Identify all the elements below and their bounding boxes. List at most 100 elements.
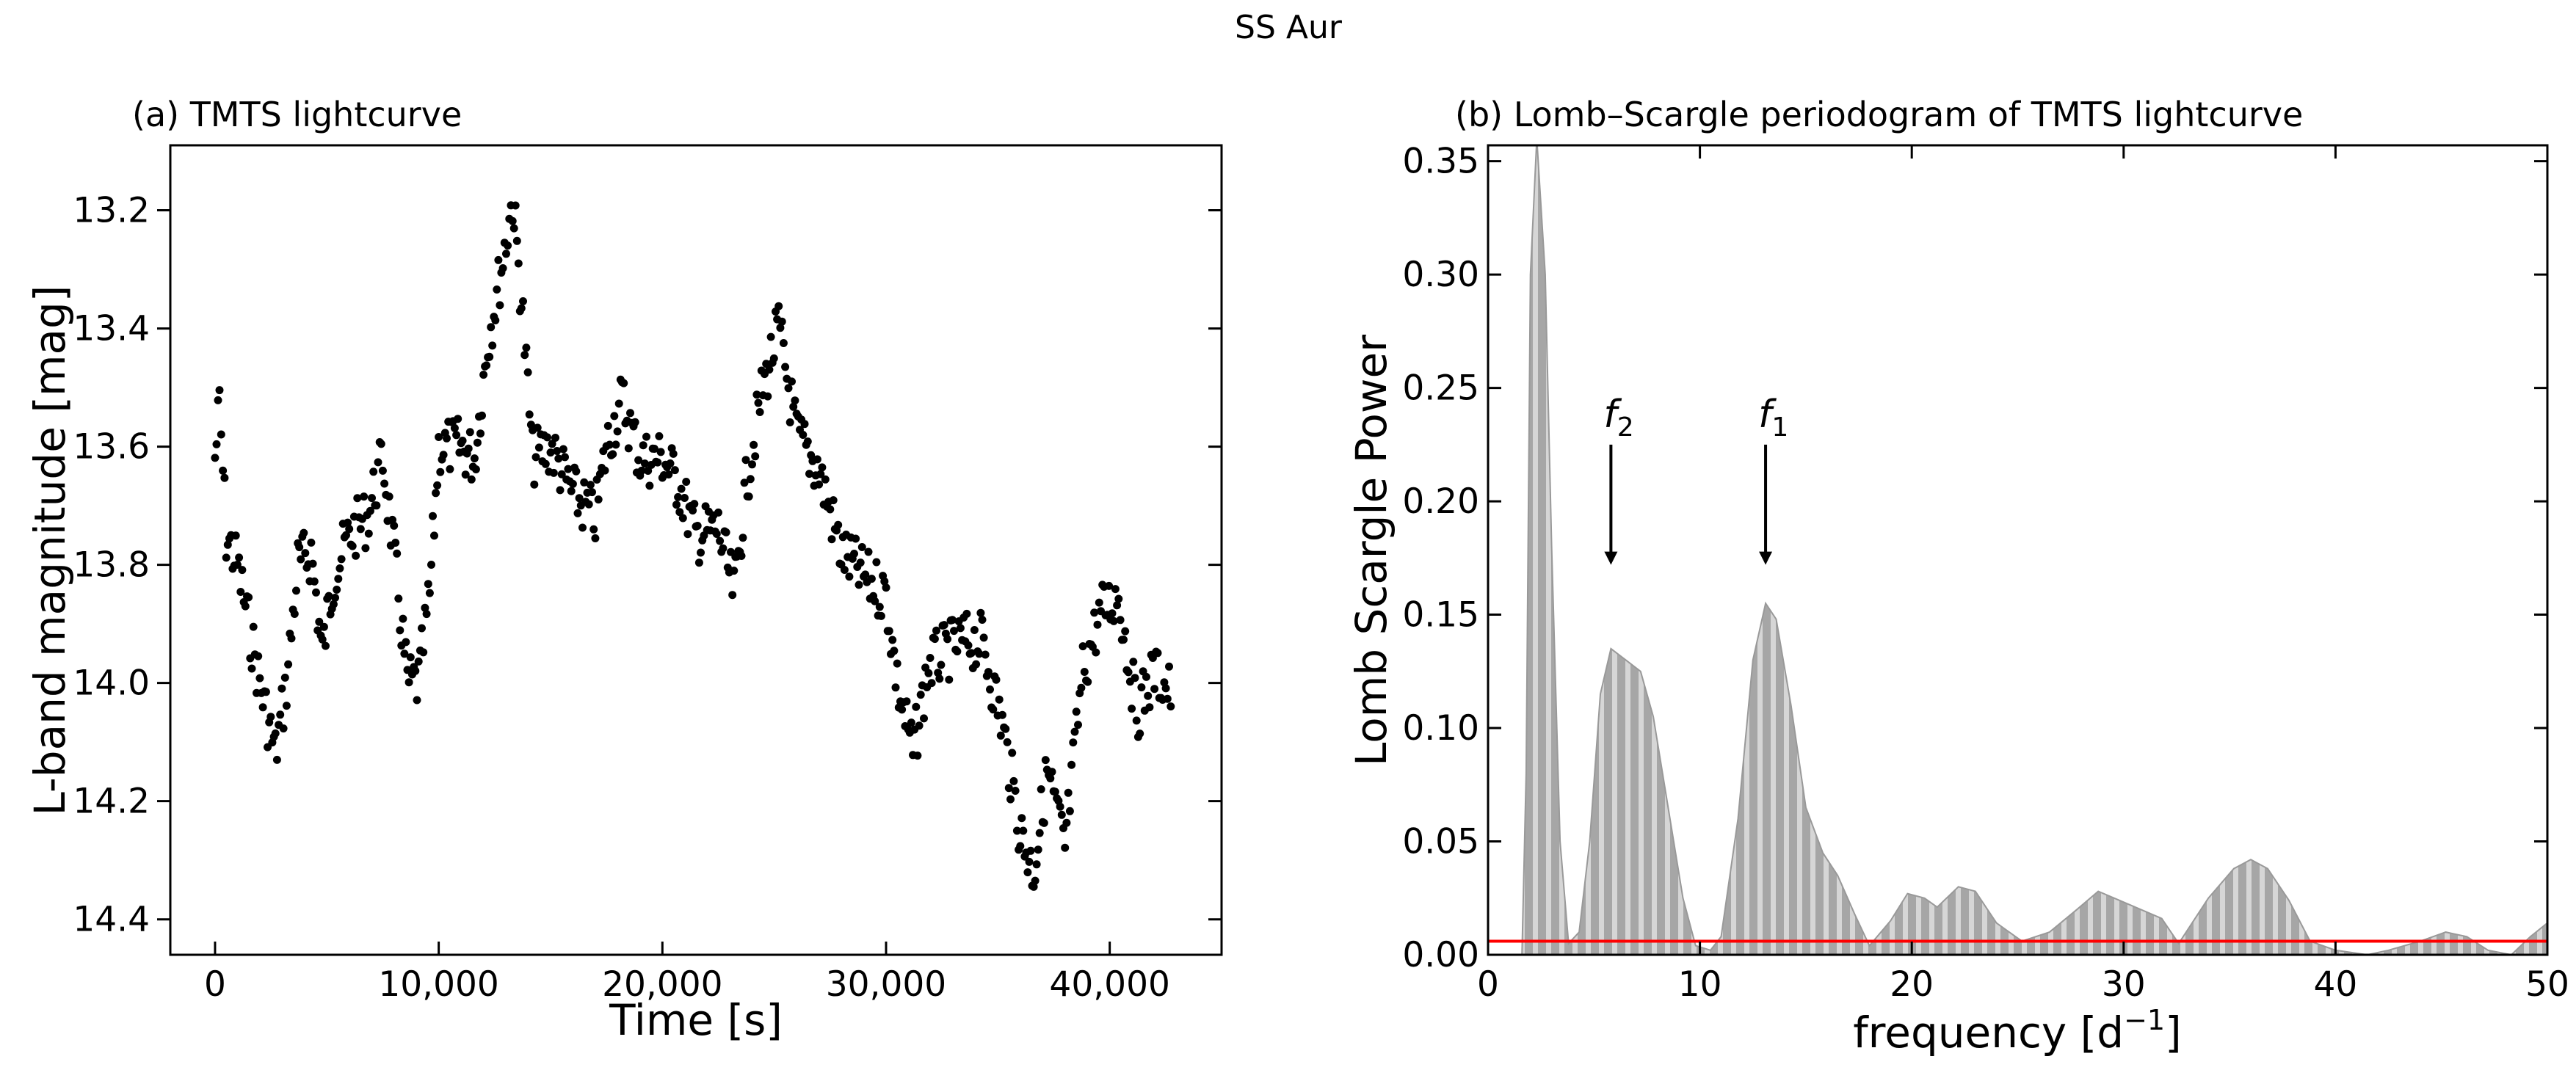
- lightcurve-point: [465, 428, 474, 437]
- lightcurve-point: [594, 495, 603, 504]
- lightcurve-point: [995, 695, 1004, 704]
- lightcurve-point: [402, 638, 410, 647]
- lightcurve-x-tick-label: 30,000: [826, 964, 946, 1005]
- lightcurve-point: [948, 616, 957, 625]
- lightcurve-point: [352, 551, 360, 560]
- lightcurve-point: [763, 392, 772, 401]
- lightcurve-point: [494, 255, 503, 264]
- periodogram-y-tick-label: 0.30: [1402, 255, 1479, 295]
- lightcurve-point: [682, 478, 691, 486]
- lightcurve-point: [827, 535, 836, 544]
- lightcurve-point: [476, 429, 485, 438]
- lightcurve-y-tick-label: 14.4: [73, 900, 150, 940]
- lightcurve-point: [976, 608, 985, 617]
- lightcurve-point: [791, 396, 799, 405]
- lightcurve-point: [694, 558, 703, 567]
- lightcurve-point: [222, 553, 231, 562]
- lightcurve-point: [746, 475, 755, 484]
- lightcurve-point: [950, 627, 958, 636]
- lightcurve-point: [926, 654, 935, 662]
- lightcurve-point: [292, 586, 300, 595]
- periodogram-y-tick-label: 0.10: [1402, 708, 1479, 749]
- lightcurve-point: [781, 363, 790, 371]
- lightcurve-point: [238, 566, 247, 575]
- lightcurve-point: [277, 684, 286, 693]
- lightcurve-point: [372, 501, 381, 510]
- lightcurve-point: [788, 377, 796, 386]
- lightcurve-x-tick-label: 20,000: [602, 964, 722, 1005]
- lightcurve-point: [324, 592, 333, 600]
- periodogram-y-tick-label: 0.20: [1402, 481, 1479, 522]
- lightcurve-point: [1165, 662, 1173, 671]
- lightcurve-point: [634, 456, 643, 465]
- periodogram-y-label: Lomb Scargle Power: [1346, 335, 1396, 766]
- lightcurve-point: [834, 520, 843, 529]
- lightcurve-point: [890, 647, 899, 655]
- lightcurve-point: [996, 731, 1005, 740]
- lightcurve-point: [319, 622, 328, 631]
- lightcurve-point: [716, 536, 725, 545]
- lightcurve-point: [353, 494, 362, 503]
- lightcurve-point: [1105, 581, 1114, 590]
- lightcurve-y-label: L-band magnitude [mag]: [25, 285, 75, 816]
- periodogram-frame: [1487, 144, 2549, 956]
- lightcurve-point: [655, 432, 664, 440]
- lightcurve-point: [803, 437, 812, 446]
- lightcurve-point: [1121, 627, 1130, 636]
- lightcurve-point: [1035, 829, 1044, 837]
- lightcurve-point: [789, 402, 798, 411]
- periodogram-ticks: 0 10 20 30 40 50 0.00 0.05 0.10 0.15 0.20 0.25 0.30 0…: [1402, 142, 2569, 1005]
- lightcurve-point: [786, 418, 794, 426]
- lightcurve-point: [970, 626, 979, 634]
- lightcurve-point: [390, 521, 399, 530]
- lightcurve-point: [421, 603, 429, 612]
- lightcurve-point: [1074, 721, 1082, 729]
- lightcurve-point: [300, 528, 308, 537]
- lightcurve-points: [211, 201, 1175, 891]
- lightcurve-point: [557, 470, 566, 478]
- lightcurve-point: [656, 448, 665, 456]
- lightcurve-point: [279, 724, 288, 733]
- lightcurve-point: [915, 721, 924, 730]
- lightcurve-point: [425, 589, 434, 597]
- lightcurve-point: [414, 657, 423, 666]
- lightcurve-point: [1148, 654, 1157, 662]
- lightcurve-point: [626, 409, 634, 418]
- lightcurve-point: [1163, 694, 1172, 703]
- lightcurve-point: [419, 648, 428, 657]
- lightcurve-point: [378, 466, 387, 475]
- lightcurve-point: [972, 660, 981, 669]
- lightcurve-point: [219, 466, 228, 475]
- lightcurve-point: [813, 455, 821, 464]
- lightcurve-point: [241, 602, 250, 611]
- lightcurve-point: [603, 421, 612, 430]
- lightcurve-point: [750, 440, 758, 449]
- lightcurve-point: [335, 564, 344, 572]
- lightcurve-point: [940, 621, 948, 630]
- lightcurve-point: [640, 459, 649, 468]
- lightcurve-point: [967, 649, 976, 658]
- lightcurve-point: [404, 678, 413, 687]
- lightcurve-point: [888, 636, 897, 644]
- lightcurve-point: [217, 430, 225, 439]
- lightcurve-point: [1120, 636, 1128, 644]
- lightcurve-point: [845, 572, 854, 581]
- lightcurve-point: [345, 525, 354, 534]
- lightcurve-point: [244, 593, 253, 602]
- lightcurve-point: [255, 674, 264, 683]
- lightcurve-point: [943, 635, 952, 644]
- lightcurve-point: [374, 458, 382, 467]
- periodogram-y-tick-label: 0.35: [1402, 142, 1479, 182]
- peak-annotations: f2 f1: [1603, 393, 1788, 565]
- lightcurve-point: [1041, 756, 1050, 765]
- lightcurve-point: [591, 534, 600, 542]
- lightcurve-point: [1109, 616, 1118, 625]
- lightcurve-point: [533, 423, 542, 432]
- lightcurve-point: [473, 438, 482, 447]
- lightcurve-point: [331, 594, 339, 602]
- lightcurve-point: [1048, 768, 1056, 776]
- lightcurve-point: [588, 488, 596, 497]
- lightcurve-point: [670, 466, 679, 475]
- lightcurve-point: [1011, 787, 1020, 795]
